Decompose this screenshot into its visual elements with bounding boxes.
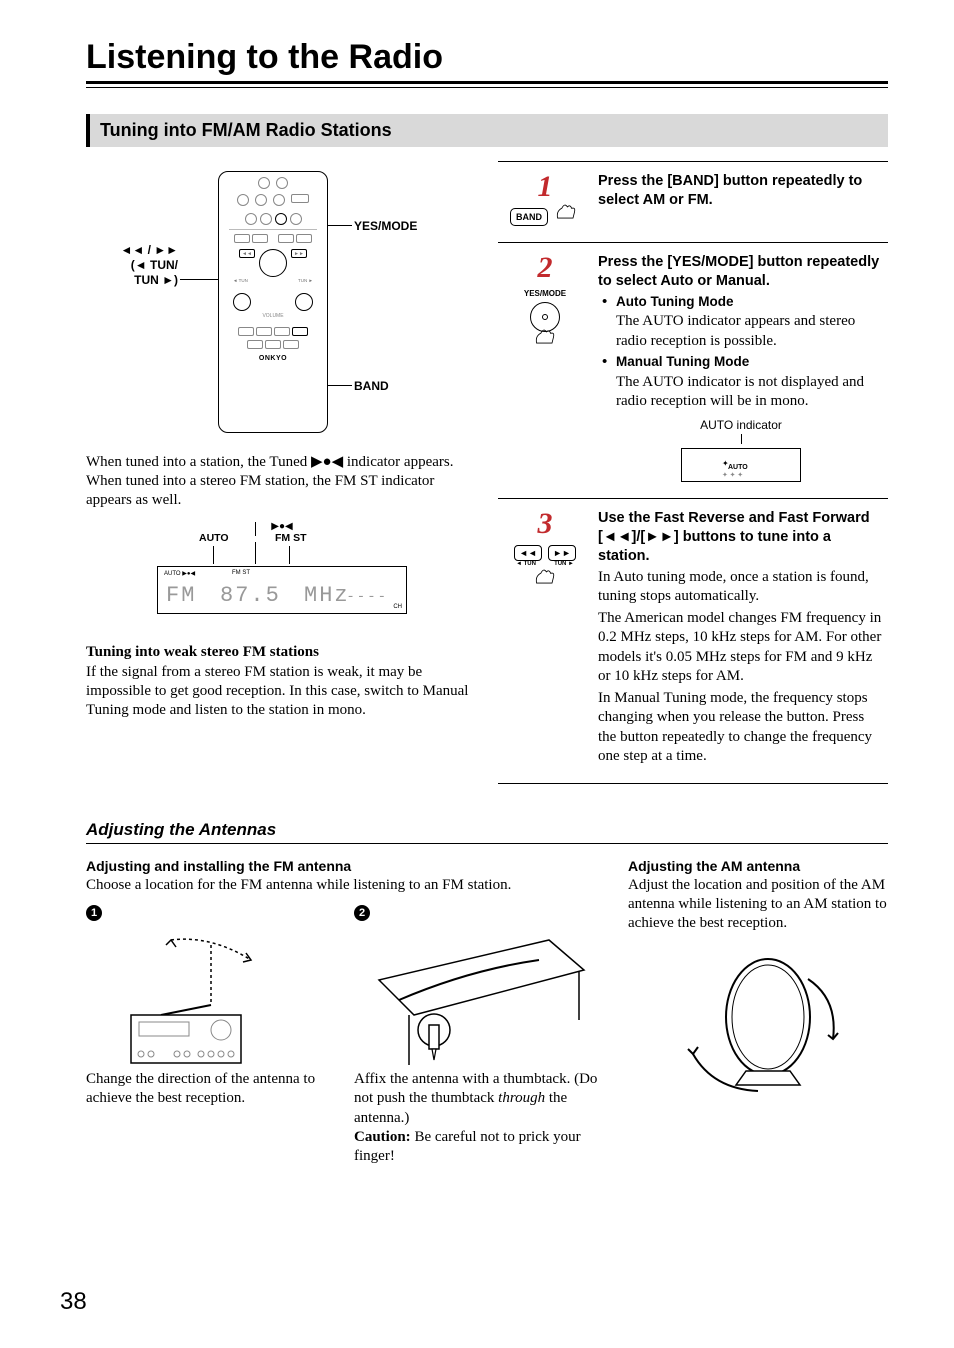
am-antenna-heading: Adjusting the AM antenna — [628, 858, 888, 874]
section-heading: Tuning into FM/AM Radio Stations — [86, 114, 888, 147]
weak-stations-body: If the signal from a stereo FM station i… — [86, 663, 478, 721]
step-2-bullet-manual: Manual Tuning Mode The AUTO indicator is… — [598, 353, 884, 412]
step-3-title: Use the Fast Reverse and Fast Forward [◄… — [598, 509, 884, 566]
callout-band: BAND — [354, 379, 389, 393]
left-column: ◄◄ / ►► (◄ TUN/ TUN ►) YES/MODE BAND ◄◄ — [86, 161, 478, 784]
step-2: 2 YES/MODE Press the [YES/MODE] button r… — [498, 243, 888, 499]
weak-stations-heading: Tuning into weak stereo FM stations — [86, 644, 478, 661]
step-3-p1: In Auto tuning mode, once a station is f… — [598, 568, 884, 607]
fm-antenna-col2: 2 Affix the antenna with a thumbtack. — [354, 905, 604, 1166]
fm-antenna-heading: Adjusting and installing the FM antenna — [86, 858, 606, 874]
finger-press-icon — [531, 563, 559, 585]
fm-col2-caption: Affix the antenna with a thumbtack. (Do … — [354, 1070, 604, 1166]
am-antenna-section: Adjusting the AM antenna Adjust the loca… — [628, 858, 888, 1166]
fm-antenna-section: Adjusting and installing the FM antenna … — [86, 858, 606, 1166]
page-title: Listening to the Radio — [86, 38, 888, 84]
antennas-heading: Adjusting the Antennas — [86, 820, 888, 844]
fm-antenna-col1: 1 — [86, 905, 336, 1166]
display-indicator-diagram: ▶●◀ AUTO FM ST AUTO ▶●◀ FM ST FM 87.5 MH… — [157, 521, 407, 614]
band-button-icon: BAND — [510, 208, 548, 226]
step-3: 3 ◄◄ ◄ TUN ►► TUN ► — [498, 499, 888, 784]
am-antenna-illustration — [628, 949, 888, 1099]
step-3-p3: In Manual Tuning mode, the frequency sto… — [598, 689, 884, 767]
finger-press-icon — [552, 198, 580, 220]
auto-indicator-diagram: AUTO indicator ✦ AUTO ✦ ✦ ✦ — [598, 418, 884, 483]
step-1: 1 BAND Press the [BAND] button repeatedl… — [498, 162, 888, 243]
yesmode-label: YES/MODE — [502, 289, 588, 298]
callout-tun-buttons: ◄◄ / ►► (◄ TUN/ TUN ►) — [106, 243, 178, 288]
step-number: 3 — [502, 509, 588, 539]
badge-1: 1 — [86, 905, 102, 921]
fm-antenna-direction-illustration — [86, 930, 336, 1070]
fm-antenna-thumbtack-illustration — [354, 930, 604, 1070]
brand-label: ONKYO — [219, 355, 327, 362]
fm-col1-caption: Change the direction of the antenna to a… — [86, 1070, 336, 1108]
fm-antenna-intro: Choose a location for the FM antenna whi… — [86, 876, 606, 895]
am-antenna-body: Adjust the location and position of the … — [628, 876, 888, 934]
step-2-bullet-auto: Auto Tuning Mode The AUTO indicator appe… — [598, 293, 884, 352]
step-1-title: Press the [BAND] button repeatedly to se… — [598, 172, 884, 210]
remote-diagram: ◄◄ / ►► (◄ TUN/ TUN ►) YES/MODE BAND ◄◄ — [86, 171, 478, 441]
step-2-title: Press the [YES/MODE] button repeatedly t… — [598, 253, 884, 291]
badge-2: 2 — [354, 905, 370, 921]
tuned-indicator-text: When tuned into a station, the Tuned ▶●◀… — [86, 453, 478, 511]
yesmode-dial-icon — [530, 302, 560, 332]
step-number: 2 — [502, 253, 588, 283]
page-number: 38 — [60, 1288, 87, 1316]
steps-column: 1 BAND Press the [BAND] button repeatedl… — [498, 161, 888, 784]
callout-yesmode: YES/MODE — [354, 219, 417, 233]
step-3-p2: The American model changes FM frequency … — [598, 609, 884, 687]
